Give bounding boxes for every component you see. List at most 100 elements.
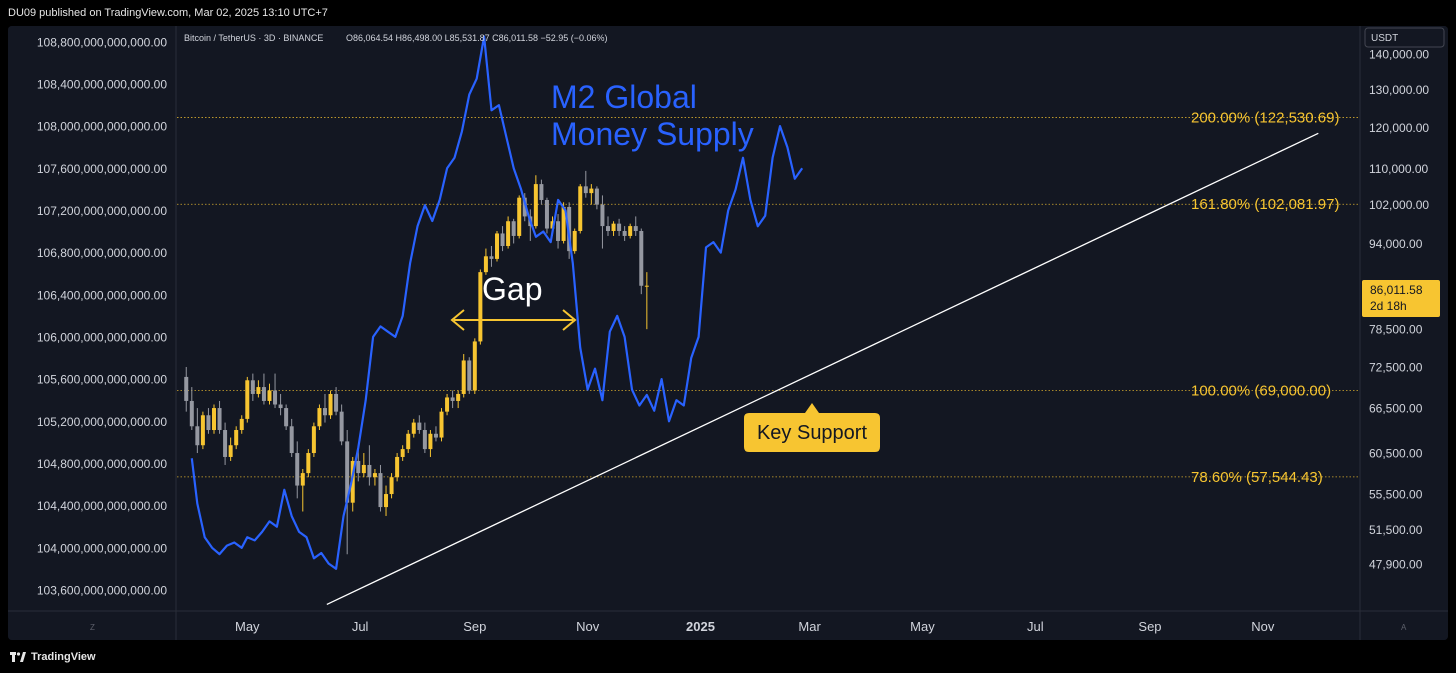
candle-body-52 — [472, 341, 477, 391]
candle-44 — [428, 430, 433, 457]
candle-body-17 — [278, 404, 283, 409]
candle-55 — [489, 246, 494, 267]
support-trendline — [326, 132, 1319, 606]
left-price-axis[interactable]: 108,800,000,000,000.00 108,400,000,000,00… — [37, 35, 167, 597]
key-support-label: Key Support — [757, 422, 868, 444]
right-tick-5: 94,000.00 — [1369, 237, 1423, 251]
candle-body-55 — [489, 256, 494, 259]
candle-body-42 — [417, 422, 422, 431]
candle-56 — [495, 230, 500, 262]
candle-46 — [439, 408, 444, 442]
candle-77 — [611, 221, 616, 236]
tradingview-logo[interactable]: TradingView — [10, 651, 96, 663]
right-tick-10: 60,500.00 — [1369, 447, 1423, 461]
time-axis[interactable]: May Jul Sep Nov 2025 Mar May Jul Sep Nov — [235, 619, 1275, 634]
candle-body-57 — [500, 233, 505, 247]
candle-body-61 — [522, 197, 527, 217]
candle-64 — [539, 179, 544, 205]
footer: TradingView — [0, 640, 1456, 673]
right-tick-13: 47,900.00 — [1369, 558, 1423, 572]
left-tick-5: 106,800,000,000,000.00 — [37, 246, 167, 260]
candle-body-10 — [239, 418, 244, 431]
candle-body-30 — [350, 460, 355, 503]
candle-35 — [378, 464, 383, 512]
key-support-callout — [744, 403, 880, 452]
right-tick-2: 120,000.00 — [1369, 121, 1429, 135]
candle-body-22 — [306, 453, 311, 474]
left-tick-10: 104,800,000,000,000.00 — [37, 457, 167, 471]
right-tick-8: 72,500.00 — [1369, 360, 1423, 374]
left-tick-9: 105,200,000,000,000.00 — [37, 415, 167, 429]
fib-label-2: 100.00% (69,000.00) — [1191, 383, 1331, 400]
right-price-axis[interactable]: 140,000.00 130,000.00 120,000.00 110,000.00… — [1369, 48, 1429, 572]
tradingview-logo-icon — [10, 652, 26, 662]
candle-body-25 — [322, 408, 327, 416]
candle-15 — [267, 383, 272, 405]
legend-symbol[interactable]: Bitcoin / TetherUS · 3D · BINANCE — [184, 33, 323, 43]
chart-area[interactable]: 200.00% (122,530.69) 161.80% (102,081.97)… — [8, 26, 1448, 640]
left-tick-3: 107,600,000,000,000.00 — [37, 162, 167, 176]
left-tick-6: 106,400,000,000,000.00 — [37, 288, 167, 302]
legend-ohlc: O86,064.54 H86,498.00 L85,531.87 C86,011… — [346, 33, 608, 43]
candle-20 — [295, 441, 300, 499]
currency-button[interactable] — [1364, 27, 1445, 48]
auto-scale-button[interactable]: A — [1401, 623, 1407, 632]
left-tick-13: 103,600,000,000,000.00 — [37, 583, 167, 597]
candle-70 — [572, 228, 577, 254]
left-tick-1: 108,400,000,000,000.00 — [37, 77, 167, 91]
time-tick-7: Jul — [1027, 619, 1044, 634]
candle-body-28 — [339, 411, 344, 442]
candle-0 — [184, 366, 189, 412]
candle-body-58 — [506, 221, 511, 247]
candle-1 — [189, 387, 194, 431]
candle-body-77 — [611, 223, 616, 231]
candle-22 — [306, 449, 311, 478]
publish-header: DU09 published on TradingView.com, Mar 0… — [0, 0, 1456, 26]
candle-8 — [228, 437, 233, 461]
candle-12 — [250, 373, 255, 401]
right-tick-7: 78,500.00 — [1369, 323, 1423, 337]
candle-21 — [300, 469, 305, 512]
candle-14 — [261, 373, 266, 405]
m2-title-line-2: Money Supply — [551, 116, 754, 152]
btc-candles — [184, 170, 649, 555]
current-price-badge — [1362, 280, 1440, 317]
candle-26 — [328, 390, 333, 419]
right-tick-11: 55,500.00 — [1369, 488, 1423, 502]
candle-body-40 — [406, 433, 411, 450]
gap-arrow-left-head — [450, 309, 465, 331]
candle-24 — [317, 404, 322, 431]
zoom-corner-button[interactable]: Z — [90, 623, 95, 632]
fib-label-3: 78.60% (57,544.43) — [1191, 469, 1323, 486]
time-tick-8: Sep — [1138, 619, 1161, 634]
candle-body-15 — [267, 390, 272, 401]
time-tick-2: Sep — [463, 619, 486, 634]
candle-7 — [223, 422, 228, 465]
candle-body-1 — [189, 400, 194, 427]
candle-body-44 — [428, 433, 433, 450]
time-tick-5: Mar — [798, 619, 821, 634]
left-tick-12: 104,000,000,000,000.00 — [37, 541, 167, 555]
candle-body-79 — [622, 230, 627, 236]
candle-body-41 — [411, 422, 416, 434]
publish-info: DU09 published on TradingView.com, Mar 0… — [8, 7, 328, 19]
candle-47 — [445, 393, 450, 416]
candle-32 — [361, 453, 366, 478]
left-tick-0: 108,800,000,000,000.00 — [37, 35, 167, 49]
time-tick-9: Nov — [1251, 619, 1275, 634]
gap-arrow-right-head — [562, 309, 577, 331]
candle-body-83 — [644, 285, 649, 287]
candle-50 — [461, 354, 466, 398]
candle-78 — [617, 218, 622, 236]
candle-27 — [334, 387, 339, 416]
chart-svg[interactable]: 200.00% (122,530.69) 161.80% (102,081.97)… — [8, 26, 1448, 640]
candle-body-82 — [639, 230, 644, 286]
candle-body-47 — [445, 397, 450, 412]
candle-38 — [395, 453, 400, 482]
candle-body-75 — [600, 204, 605, 227]
candle-body-32 — [361, 464, 366, 474]
candle-13 — [256, 380, 261, 398]
candle-53 — [478, 269, 483, 345]
candle-75 — [600, 195, 605, 249]
